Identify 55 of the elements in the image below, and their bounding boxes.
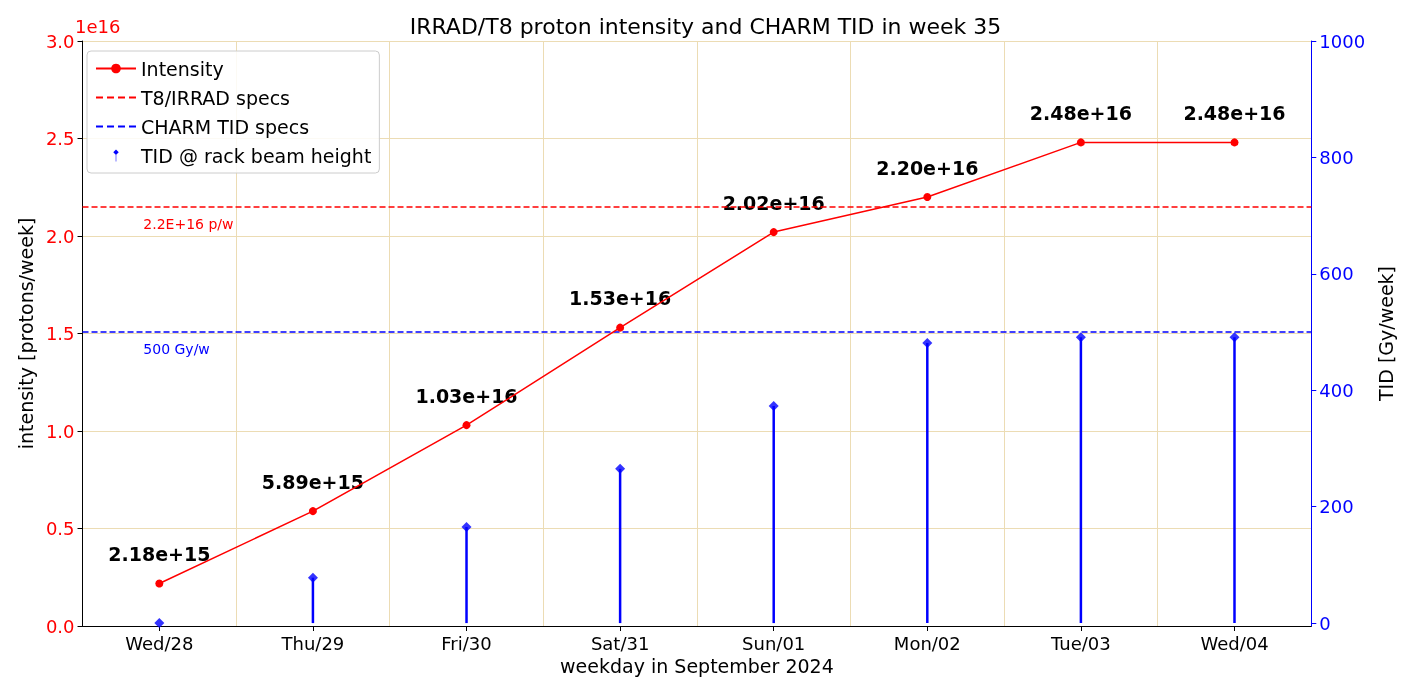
point bbox=[1075, 332, 1086, 343]
point bbox=[615, 463, 626, 474]
legend-label: T8/IRRAD specs bbox=[140, 86, 290, 109]
legend-label: TID @ rack beam height bbox=[140, 144, 372, 167]
point bbox=[154, 618, 165, 629]
point bbox=[923, 193, 932, 201]
annotation: 2.48e+16 bbox=[1029, 101, 1132, 124]
point bbox=[768, 400, 779, 411]
y-tick-label: 2.0 bbox=[45, 225, 75, 247]
y2-axis-title: TID [Gy/week] bbox=[1374, 266, 1397, 402]
point bbox=[462, 421, 471, 430]
x-tick-label: Fri/30 bbox=[441, 632, 492, 654]
x-tick-label: Thu/29 bbox=[280, 632, 345, 654]
point bbox=[616, 323, 625, 332]
annotation: 2.18e+15 bbox=[108, 542, 211, 565]
y-tick-label: 0.5 bbox=[45, 518, 75, 539]
point bbox=[461, 522, 472, 533]
point bbox=[1229, 332, 1240, 343]
x-tick-label: Mon/02 bbox=[893, 632, 961, 654]
y-tick-label: 2.5 bbox=[45, 128, 75, 149]
annotation: 1.03e+16 bbox=[415, 384, 518, 407]
y2-tick-label: 1000 bbox=[1319, 30, 1366, 52]
annotation: 1.53e+16 bbox=[569, 287, 672, 310]
y-tick-label: 3.0 bbox=[45, 30, 75, 52]
point bbox=[307, 572, 318, 583]
x-tick-label: Wed/28 bbox=[125, 632, 194, 654]
annotation: 500 Gy/w bbox=[143, 340, 210, 357]
x-tick-label: Tue/03 bbox=[1050, 632, 1111, 654]
text: 1e16 bbox=[75, 15, 121, 37]
annotation: 2.48e+16 bbox=[1183, 101, 1286, 124]
legend-label: CHARM TID specs bbox=[141, 115, 310, 138]
point bbox=[1230, 138, 1239, 147]
y2-tick-label: 200 bbox=[1319, 496, 1354, 518]
annotation: 2.2E+16 p/w bbox=[143, 215, 234, 232]
y2-tick-label: 600 bbox=[1319, 263, 1354, 285]
x-axis-title: weekday in September 2024 bbox=[560, 655, 834, 678]
legend-label: Intensity bbox=[141, 57, 224, 80]
y2-tick-label: 400 bbox=[1319, 379, 1354, 401]
point bbox=[769, 228, 778, 237]
point bbox=[1076, 138, 1085, 147]
annotation: 5.89e+15 bbox=[261, 470, 364, 493]
y2-tick-label: 800 bbox=[1319, 146, 1354, 168]
y2-tick-label: 0 bbox=[1319, 612, 1331, 634]
x-tick-label: Sat/31 bbox=[590, 632, 650, 654]
annotation: 2.20e+16 bbox=[876, 156, 979, 179]
chart-title: IRRAD/T8 proton intensity and CHARM TID in week 35 bbox=[409, 13, 1002, 39]
y-tick-label: 1.5 bbox=[45, 323, 75, 344]
x-tick-label: Wed/04 bbox=[1200, 632, 1269, 654]
x-tick-label: Sun/01 bbox=[742, 632, 806, 654]
annotation: 2.02e+16 bbox=[722, 191, 825, 214]
y-tick-label: 0.0 bbox=[45, 615, 75, 637]
point bbox=[308, 507, 317, 516]
y-axis-title: intensity [protons/week] bbox=[14, 217, 37, 450]
point bbox=[155, 579, 164, 588]
y-tick-label: 1.0 bbox=[45, 420, 75, 442]
